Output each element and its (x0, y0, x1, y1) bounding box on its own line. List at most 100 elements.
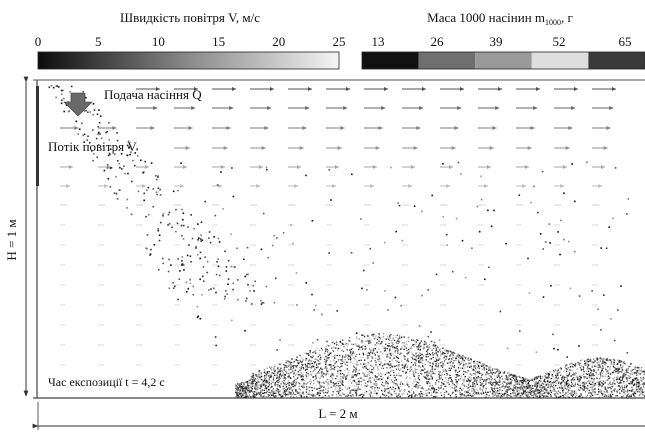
seed-particle (252, 285, 255, 287)
seed-particle (109, 167, 112, 169)
seed-particle (359, 357, 361, 359)
seed-particle (238, 393, 241, 395)
seed-particle (474, 380, 476, 382)
seed-particle (550, 285, 552, 287)
seed-particle (419, 348, 421, 351)
seed-particle (325, 346, 327, 348)
seed-particle (318, 391, 321, 393)
seed-particle (573, 384, 575, 386)
seed-particle (610, 388, 612, 390)
seed-particle (309, 373, 311, 375)
seed-particle (489, 366, 491, 368)
seed-particle (593, 385, 595, 387)
seed-particle (143, 199, 145, 202)
seed-particle (530, 393, 532, 395)
seed-particle (289, 364, 291, 366)
seed-particle (599, 372, 601, 374)
seed-particle (82, 90, 84, 93)
seed-particle (327, 370, 329, 372)
seed-particle (375, 383, 377, 385)
mass-scale-ticks: 13 26 39 52 65 (372, 34, 632, 49)
seed-particle (243, 386, 245, 388)
seed-particle (236, 393, 238, 395)
seed-particle (287, 387, 289, 390)
seed-particle (266, 387, 268, 389)
seed-particle (578, 380, 580, 382)
seed-particle (272, 372, 274, 374)
seed-particle (199, 278, 201, 281)
seed-particle (286, 393, 288, 396)
seed-particle (262, 380, 264, 382)
seed-particle (355, 382, 357, 384)
seed-particle (274, 384, 276, 387)
seed-particle (243, 258, 245, 260)
seed-particle (278, 375, 280, 378)
seed-particle (412, 364, 414, 366)
seed-particle (280, 396, 282, 398)
seed-particle (416, 394, 419, 397)
seed-particle (310, 367, 312, 369)
seed-particle (633, 378, 635, 380)
seed-particle (635, 380, 637, 383)
seed-particle (612, 217, 614, 220)
seed-particle (286, 388, 288, 390)
seed-particle (350, 252, 353, 254)
seed-particle (538, 379, 540, 382)
velocity-vector-head (232, 87, 236, 91)
seed-particle (600, 377, 602, 379)
seed-particle (414, 386, 417, 388)
seed-particle (445, 381, 448, 383)
seed-particle (414, 340, 416, 342)
seed-particle (259, 376, 262, 378)
seed-particle (488, 367, 490, 369)
seed-particle (446, 233, 448, 236)
seed-particle (330, 374, 333, 376)
seed-particle (461, 379, 464, 381)
seed-particle (439, 374, 441, 376)
seed-particle (371, 349, 373, 352)
seed-particle (536, 384, 539, 386)
seed-particle (497, 368, 499, 371)
seed-particle (317, 391, 319, 394)
seed-particle (244, 381, 246, 384)
seed-particle (579, 364, 581, 366)
seed-particle (341, 382, 343, 385)
seed-particle (315, 349, 317, 351)
seed-particle (414, 379, 416, 381)
seed-particle (533, 394, 535, 397)
seed-particle (639, 388, 641, 390)
seed-particle (442, 347, 444, 349)
seed-particle (446, 355, 448, 357)
seed-particle (246, 389, 249, 392)
seed-particle (574, 364, 576, 366)
seed-particle (324, 352, 326, 355)
seed-particle (378, 358, 380, 360)
seed-particle (507, 382, 510, 384)
seed-particle (474, 373, 476, 375)
seed-particle (494, 394, 496, 396)
seed-particle (481, 378, 483, 380)
seed-particle (413, 392, 415, 394)
seed-particle (629, 365, 631, 368)
seed-particle (469, 362, 471, 365)
seed-particle (570, 362, 572, 365)
seed-particle (618, 385, 620, 387)
seed-particle (619, 371, 621, 373)
seed-particle (395, 230, 397, 233)
velocity-scale-ticks: 0 5 10 15 20 25 (35, 34, 346, 49)
seed-particle (336, 310, 338, 312)
seed-particle (93, 109, 96, 111)
seed-particle (291, 368, 293, 370)
seed-particle (505, 375, 507, 377)
seed-particle (446, 374, 448, 376)
seed-particle (382, 333, 385, 335)
seed-particle (364, 336, 366, 338)
seed-particle (634, 367, 636, 369)
seed-particle (634, 396, 636, 398)
seed-particle (584, 389, 586, 392)
seed-particle (381, 341, 383, 343)
seed-particle (260, 303, 263, 306)
seed-particle (252, 379, 254, 381)
velocity-vector-head (343, 106, 348, 110)
seed-particle (597, 366, 599, 368)
